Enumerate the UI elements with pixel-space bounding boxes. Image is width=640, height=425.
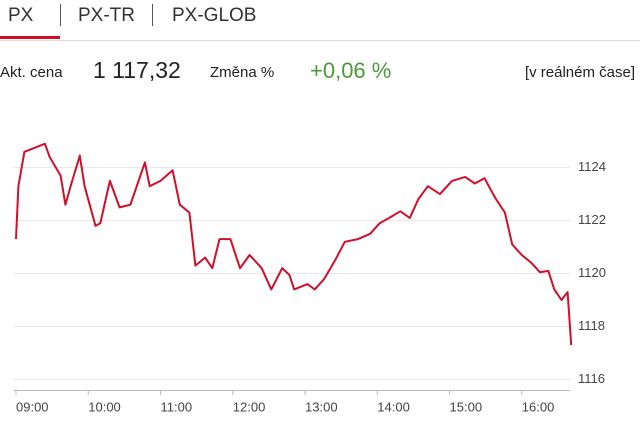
y-tick-label: 1118 bbox=[578, 318, 605, 333]
price-line bbox=[15, 142, 573, 346]
x-tick-label: 14:00 bbox=[377, 399, 410, 414]
tab[interactable]: PX-TR bbox=[78, 5, 135, 26]
tab[interactable]: PX bbox=[8, 5, 34, 26]
x-tick-label: 15:00 bbox=[450, 399, 483, 414]
x-tick-label: 10:00 bbox=[88, 399, 121, 414]
x-tick-label: 13:00 bbox=[305, 399, 338, 414]
x-tick-label: 11:00 bbox=[161, 399, 193, 414]
y-tick-label: 1120 bbox=[578, 265, 606, 280]
x-tick-label: 12:00 bbox=[233, 399, 266, 414]
x-tick-label: 09:00 bbox=[16, 399, 49, 414]
tab[interactable]: PX-GLOB bbox=[172, 5, 256, 26]
price-label: Akt. cena bbox=[0, 64, 63, 81]
change: +0,06 % bbox=[310, 58, 391, 83]
realtime-note: [v reálném čase] bbox=[525, 64, 635, 81]
y-tick-label: 1124 bbox=[578, 159, 606, 174]
x-tick-label: 16:00 bbox=[522, 399, 555, 414]
y-tick-label: 1122 bbox=[578, 212, 606, 227]
price: 1 117,32 bbox=[93, 57, 181, 83]
y-tick-label: 1116 bbox=[578, 371, 605, 386]
change-label: Změna % bbox=[210, 64, 274, 81]
active-tab-indicator bbox=[0, 36, 60, 39]
